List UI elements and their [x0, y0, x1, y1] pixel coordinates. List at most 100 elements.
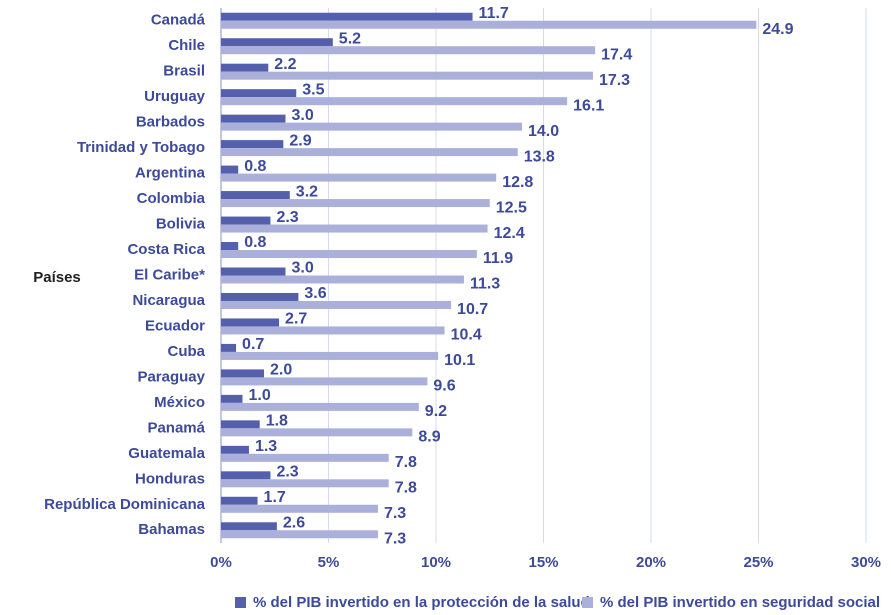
- y-tick-label: El Caribe*: [134, 266, 205, 283]
- y-tick-label: Argentina: [135, 165, 206, 182]
- bar: [221, 12, 473, 21]
- y-tick-label: Trinidad y Tobago: [77, 139, 205, 156]
- bar: [221, 479, 389, 488]
- value-label: 10.4: [451, 327, 482, 344]
- value-label: 2.3: [276, 209, 298, 226]
- value-label: 10.7: [457, 301, 488, 318]
- value-label: 2.3: [276, 464, 298, 481]
- value-label: 16.1: [573, 97, 604, 114]
- y-tick-label: Canadá: [151, 12, 206, 29]
- y-tick-label: Costa Rica: [127, 241, 205, 258]
- value-label: 11.3: [470, 276, 500, 293]
- y-tick-label: México: [154, 394, 205, 411]
- value-label: 7.8: [395, 454, 417, 471]
- x-tick-label: 10%: [421, 554, 451, 571]
- y-tick-label: Uruguay: [144, 88, 206, 105]
- value-label: 7.3: [384, 530, 406, 547]
- bar: [221, 326, 445, 335]
- bar: [221, 224, 488, 233]
- value-label: 7.3: [384, 505, 406, 522]
- bar: [221, 71, 593, 80]
- value-label: 13.8: [524, 148, 555, 165]
- value-label: 1.3: [255, 438, 277, 455]
- bar: [221, 445, 249, 454]
- y-tick-label: Brasil: [163, 63, 205, 80]
- bar: [221, 173, 497, 182]
- y-tick-label: Honduras: [135, 470, 205, 487]
- bar: [221, 122, 522, 131]
- value-label: 17.4: [601, 46, 632, 63]
- bar: [221, 420, 260, 429]
- value-label: 2.2: [274, 56, 296, 73]
- bar: [221, 318, 280, 327]
- legend-label: % del PIB invertido en la protección de …: [253, 594, 590, 611]
- bar: [221, 267, 286, 276]
- y-tick-label: Bahamas: [138, 521, 205, 538]
- bar: [221, 216, 271, 225]
- bar: [221, 496, 258, 505]
- bar: [221, 377, 428, 386]
- x-tick-label: 30%: [851, 554, 881, 571]
- value-label: 1.0: [249, 387, 271, 404]
- legend-swatch: [235, 597, 246, 608]
- bar: [221, 300, 452, 309]
- y-tick-label: Bolivia: [156, 216, 206, 233]
- bar: [221, 191, 290, 200]
- bar: [221, 522, 277, 531]
- y-tick-label: Chile: [168, 37, 205, 54]
- value-label: 12.4: [494, 225, 525, 242]
- bar: [221, 97, 568, 106]
- y-tick-label: Barbados: [136, 114, 205, 131]
- bar: [221, 453, 389, 462]
- value-label: 12.8: [502, 174, 533, 191]
- bar: [221, 38, 333, 47]
- y-tick-label: Cuba: [168, 343, 206, 360]
- bar: [221, 242, 239, 251]
- bar: [221, 504, 378, 513]
- value-label: 8.9: [418, 429, 440, 446]
- value-label: 24.9: [762, 21, 793, 38]
- legend-swatch: [582, 597, 593, 608]
- value-label: 1.7: [264, 489, 286, 506]
- x-tick-label: 20%: [636, 554, 666, 571]
- value-label: 12.5: [496, 199, 527, 216]
- bar: [221, 351, 439, 360]
- bar: [221, 402, 419, 411]
- bar: [221, 46, 596, 55]
- value-label: 2.9: [289, 132, 311, 149]
- value-label: 3.0: [292, 260, 314, 277]
- value-label: 17.3: [599, 72, 630, 89]
- value-label: 3.0: [292, 107, 314, 124]
- x-tick-label: 25%: [743, 554, 773, 571]
- y-tick-label: República Dominicana: [44, 496, 206, 513]
- y-tick-label: Paraguay: [137, 368, 205, 385]
- legend-label: % del PIB invertido en seguridad social: [600, 594, 880, 611]
- y-tick-label: Colombia: [137, 190, 206, 207]
- bar: [221, 275, 464, 284]
- value-label: 0.8: [244, 234, 266, 251]
- bar: [221, 394, 243, 403]
- bar: [221, 20, 757, 29]
- bar: [221, 114, 286, 123]
- value-label: 5.2: [339, 30, 361, 47]
- value-label: 14.0: [528, 123, 559, 140]
- bar: [221, 343, 237, 352]
- bar: [221, 250, 477, 259]
- value-label: 9.2: [425, 403, 447, 420]
- y-tick-label: Nicaragua: [132, 292, 205, 309]
- x-tick-label: 5%: [318, 554, 340, 571]
- bar: [221, 292, 299, 301]
- bar: [221, 199, 490, 208]
- value-label: 11.7: [479, 5, 509, 22]
- value-label: 7.8: [395, 480, 417, 497]
- bar: [221, 148, 518, 157]
- value-label: 1.8: [266, 413, 288, 430]
- value-label: 2.0: [270, 362, 292, 379]
- value-label: 2.6: [283, 514, 305, 531]
- value-label: 3.6: [304, 285, 326, 302]
- value-label: 3.2: [296, 183, 318, 200]
- y-axis-label: Países: [33, 269, 81, 286]
- value-label: 2.7: [285, 311, 307, 328]
- bar: [221, 89, 297, 98]
